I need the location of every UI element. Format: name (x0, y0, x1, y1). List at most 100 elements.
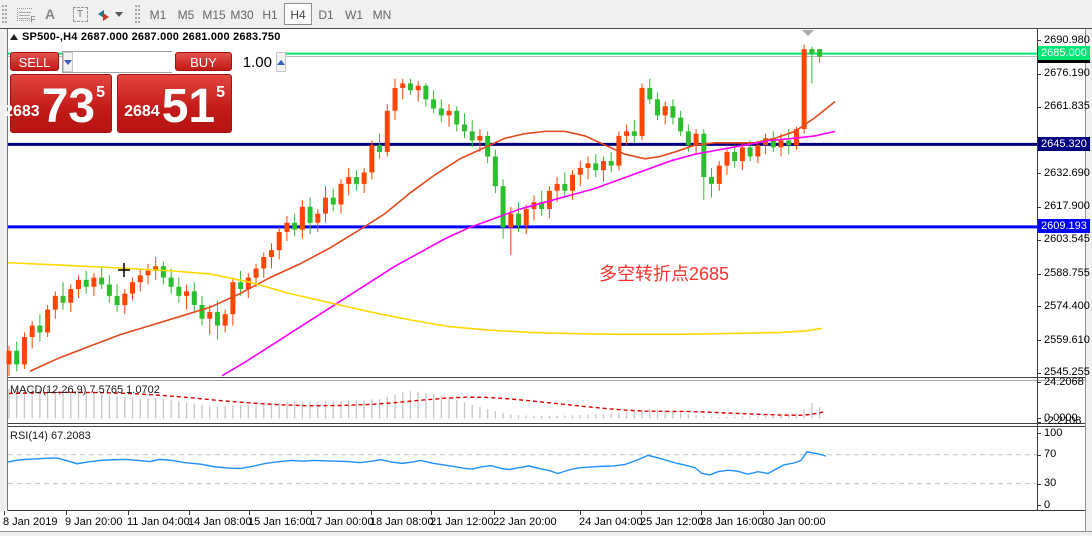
time-tick (4, 511, 5, 515)
candle (577, 167, 583, 175)
timeframe-button-W1[interactable]: W1 (345, 8, 363, 22)
dropdown-caret-icon (114, 11, 123, 17)
sell-price-sup: 5 (96, 84, 105, 101)
candle (261, 257, 267, 269)
time-label: 21 Jan 12:00 (430, 516, 494, 528)
sell-price-big: 73 (41, 79, 96, 133)
candle (21, 337, 27, 365)
candle (693, 133, 699, 146)
sell-button[interactable]: SELL (10, 52, 59, 71)
time-axis[interactable]: 8 Jan 2019 9 Jan 20:00 11 Jan 04:00 14 Jan … (0, 511, 1085, 531)
candle (122, 293, 128, 306)
candle (6, 350, 12, 365)
macd-tick-label: 24.2068 (1044, 375, 1084, 388)
volume-increase-button[interactable] (276, 52, 286, 72)
time-label: 28 Jan 16:00 (700, 516, 764, 528)
candle (176, 286, 182, 296)
ma-fast-red (29, 101, 836, 373)
candle (500, 186, 506, 228)
price-flag-2609.193: 2609.193 (1038, 219, 1090, 234)
price-tick (1037, 306, 1041, 308)
grid-f-icon[interactable]: F (11, 3, 37, 25)
candle (68, 289, 74, 303)
collapse-arrow-icon[interactable] (10, 34, 18, 40)
candle (153, 266, 159, 271)
chart-shift-marker-icon (802, 30, 814, 36)
buy-price-prefix: 2684 (124, 103, 160, 120)
time-tick (431, 511, 432, 515)
candle (106, 284, 112, 296)
macd-signal-line (8, 391, 827, 416)
candle (454, 110, 460, 125)
rsi-tick (1037, 505, 1041, 507)
macd-tick (1037, 421, 1041, 423)
timeframe-button-MN[interactable]: MN (372, 8, 392, 22)
price-tick (1037, 206, 1041, 208)
cycle-arrows-icon[interactable] (93, 3, 127, 25)
sell-price-button[interactable]: 2683 73 5 (4, 74, 112, 133)
candle (709, 177, 715, 184)
buy-price-big: 51 (161, 79, 216, 133)
macd-tick-label: 0.0000 (1044, 411, 1078, 424)
candle (608, 161, 614, 166)
candle (446, 110, 452, 116)
time-tick (641, 511, 642, 515)
timeframe-button-D1[interactable]: D1 (318, 8, 334, 22)
volume-decrease-button[interactable] (63, 52, 73, 72)
price-axis[interactable]: 2690.980 2676.190 2661.835 2632.690 2617.900… (1037, 29, 1090, 511)
candle (508, 213, 514, 228)
pane-separator-2[interactable] (8, 423, 1085, 424)
timeframe-button-M30[interactable]: M30 (230, 8, 254, 22)
candle (75, 279, 81, 290)
candle (570, 174, 576, 191)
candle (230, 282, 236, 315)
toolbar-grip-2[interactable] (135, 5, 140, 23)
price-tick (1037, 340, 1041, 342)
candle (662, 106, 668, 116)
candle (238, 282, 244, 290)
time-tick (311, 511, 312, 515)
timeframe-button-M5[interactable]: M5 (177, 8, 195, 22)
buy-price-button[interactable]: 2684 51 5 (117, 74, 232, 133)
price-tick (1037, 106, 1041, 108)
time-tick (66, 511, 67, 515)
price-tick-label: 2559.610 (1044, 333, 1090, 346)
buy-price-sup: 5 (216, 84, 225, 101)
candle (554, 183, 560, 191)
candle (438, 108, 444, 116)
timeframe-button-H1[interactable]: H1 (262, 8, 278, 22)
timeframe-button-M15[interactable]: M15 (202, 8, 226, 22)
time-tick (189, 511, 190, 515)
candle (685, 131, 691, 146)
time-label: 30 Jan 00:00 (762, 516, 826, 528)
text-label-icon[interactable]: A (44, 6, 56, 22)
candle (423, 85, 429, 100)
candle (99, 277, 105, 285)
timeframe-button-M1[interactable]: M1 (149, 8, 167, 22)
volume-spinner (62, 51, 286, 73)
candle (45, 309, 51, 333)
ma-mid-magenta (221, 130, 836, 377)
time-tick (249, 511, 250, 515)
candle (701, 133, 707, 178)
candle (338, 183, 344, 205)
pane-separator-1[interactable] (8, 377, 1085, 378)
buy-button[interactable]: BUY (175, 52, 232, 71)
macd-tick (1037, 418, 1041, 420)
chevron-down-icon (64, 59, 72, 65)
candle (415, 85, 421, 91)
candle (739, 147, 745, 162)
candle (600, 161, 606, 171)
rsi-tick-label: 70 (1044, 448, 1057, 461)
time-label: 18 Jan 08:00 (370, 516, 434, 528)
text-box-icon[interactable]: T (67, 3, 93, 25)
macd-label: MACD(12,26,9) 7.5765 1.0702 (10, 384, 160, 396)
time-label: 11 Jan 04:00 (127, 516, 190, 528)
candle (168, 277, 174, 287)
window-bottom-edge (0, 531, 1092, 536)
candle (747, 147, 753, 157)
timeframe-button-H4[interactable]: H4 (284, 3, 312, 25)
toolbar-grip[interactable] (2, 5, 7, 23)
time-tick (128, 511, 129, 515)
